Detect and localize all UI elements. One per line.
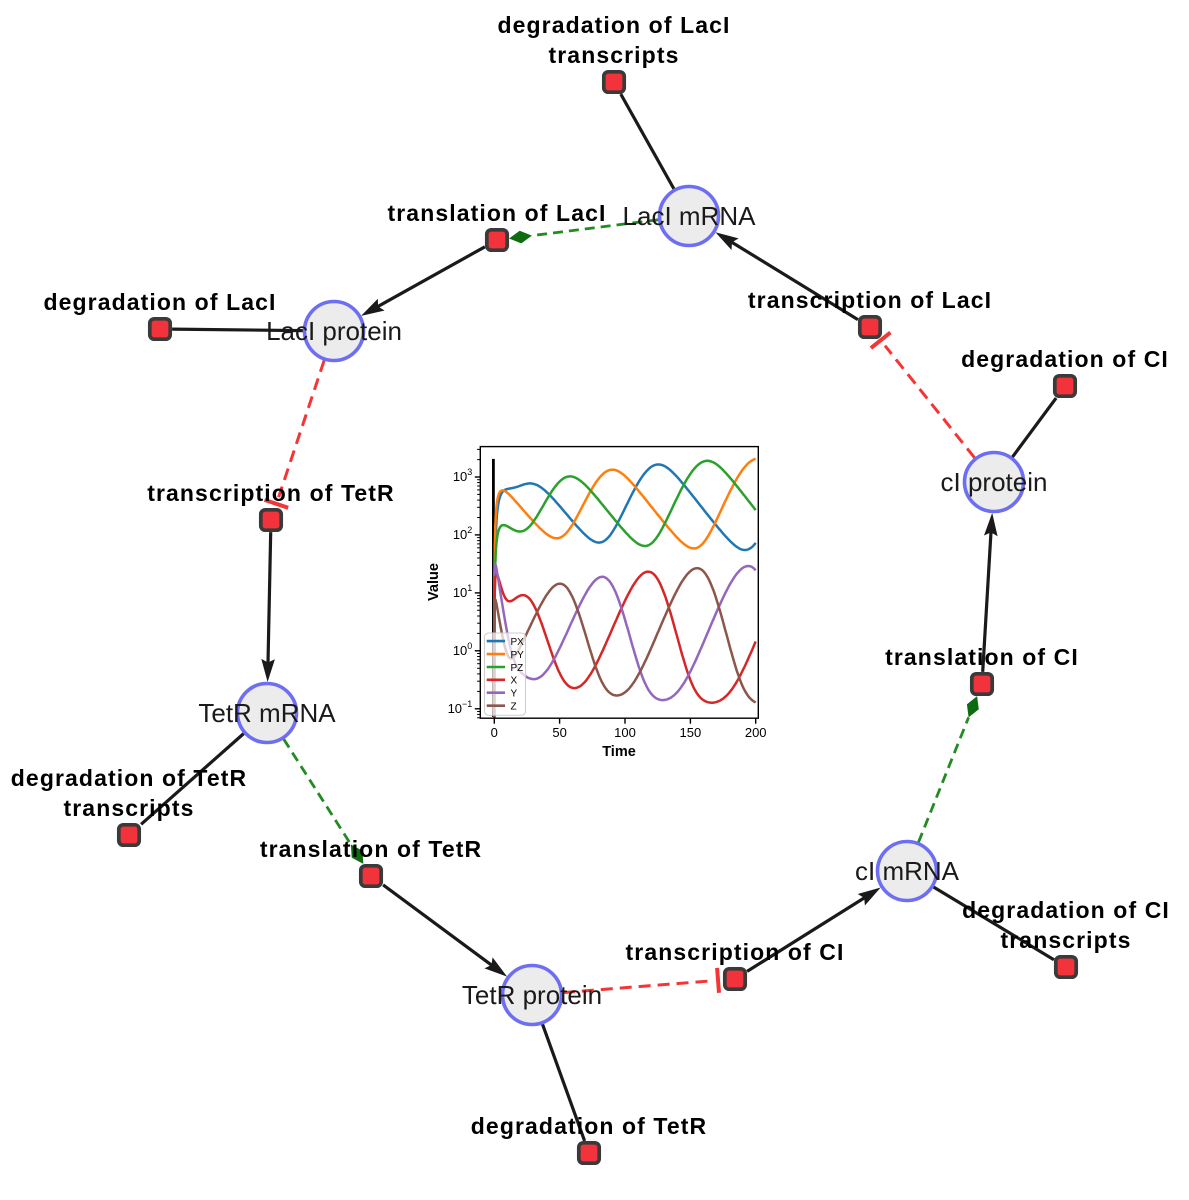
svg-text:transcripts: transcripts <box>64 795 195 821</box>
svg-text:PZ: PZ <box>511 663 524 674</box>
svg-text:PX: PX <box>511 637 525 648</box>
svg-text:transcripts: transcripts <box>549 42 680 68</box>
svg-text:LacI mRNA: LacI mRNA <box>623 201 757 231</box>
svg-text:transcription of LacI: transcription of LacI <box>748 287 992 313</box>
svg-text:Time: Time <box>602 744 636 760</box>
svg-text:Value: Value <box>426 563 442 601</box>
svg-text:degradation of CI: degradation of CI <box>962 897 1170 923</box>
svg-text:transcription of TetR: transcription of TetR <box>147 480 395 506</box>
svg-text:degradation of LacI: degradation of LacI <box>43 289 276 315</box>
svg-text:degradation of TetR: degradation of TetR <box>11 765 247 791</box>
svg-text:X: X <box>511 676 518 687</box>
svg-text:transcription of CI: transcription of CI <box>626 939 845 965</box>
svg-text:TetR protein: TetR protein <box>462 980 602 1010</box>
svg-text:degradation of LacI: degradation of LacI <box>497 12 730 38</box>
svg-text:150: 150 <box>680 725 702 740</box>
svg-text:100: 100 <box>614 725 636 740</box>
svg-text:50: 50 <box>552 725 566 740</box>
svg-text:LacI protein: LacI protein <box>266 316 402 346</box>
svg-text:200: 200 <box>745 725 767 740</box>
svg-text:translation of TetR: translation of TetR <box>260 836 482 862</box>
svg-text:translation of CI: translation of CI <box>885 644 1079 670</box>
svg-text:translation of LacI: translation of LacI <box>388 200 607 226</box>
svg-text:degradation of TetR: degradation of TetR <box>471 1113 707 1139</box>
svg-text:PY: PY <box>511 650 525 661</box>
svg-text:cI mRNA: cI mRNA <box>855 856 960 886</box>
svg-text:Y: Y <box>511 689 518 700</box>
svg-text:degradation of CI: degradation of CI <box>961 346 1169 372</box>
svg-text:Z: Z <box>511 702 517 713</box>
svg-text:transcripts: transcripts <box>1001 927 1132 953</box>
svg-text:TetR mRNA: TetR mRNA <box>198 698 336 728</box>
svg-text:0: 0 <box>491 725 498 740</box>
svg-text:cI protein: cI protein <box>941 467 1048 497</box>
